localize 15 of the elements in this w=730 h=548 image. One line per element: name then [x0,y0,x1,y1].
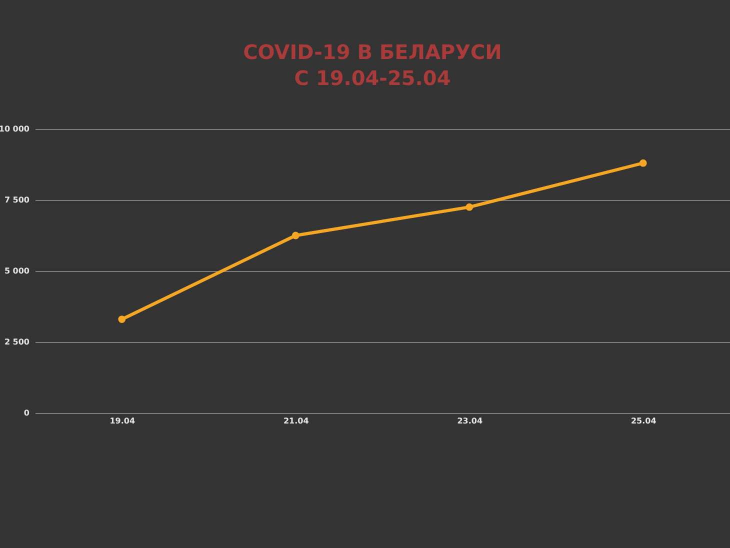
x-tick-label: 25.04 [630,416,657,426]
x-tick-label: 23.04 [457,416,483,426]
point [118,316,126,323]
y-tick-label: 10 000 [0,124,30,134]
chart-title: COVID-19 В БЕЛАРУСИ [243,40,502,64]
x-tick-label: 19.04 [110,416,136,426]
y-tick-label: 2 500 [4,338,30,346]
x-tick-label: 21.04 [283,416,310,426]
y-tick-label: 7 500 [4,196,30,204]
y-tick-label: 5 000 [4,266,30,276]
point [639,159,647,167]
y-tick-label: 0 [24,408,30,418]
point [292,232,300,240]
point [466,203,474,211]
chart-subtitle: С 19.04-25.04 [294,66,451,90]
